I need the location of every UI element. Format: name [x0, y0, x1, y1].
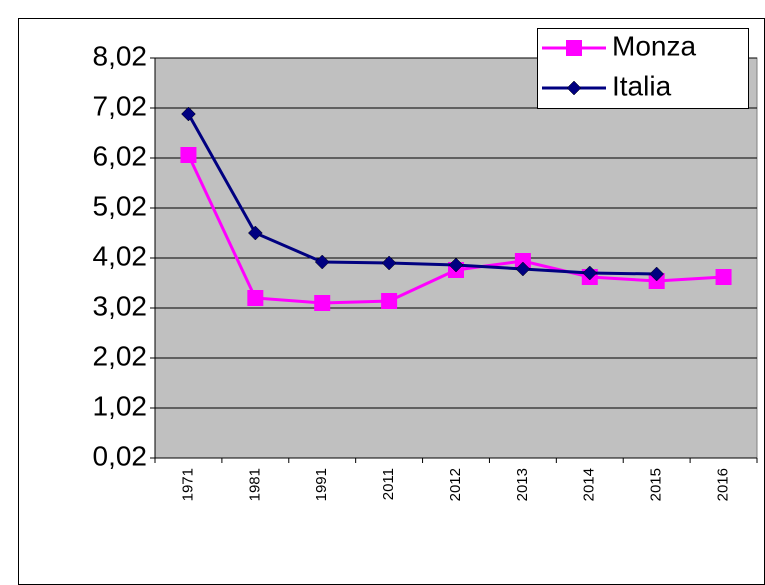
y-tick-label: 2,02 [93, 340, 148, 371]
data-point [448, 257, 464, 273]
y-tick-label: 6,02 [93, 140, 148, 171]
y-tick-label: 8,02 [93, 40, 148, 71]
y-tick-label: 5,02 [93, 190, 148, 221]
x-tick-label: 1991 [313, 468, 330, 501]
y-tick-label: 3,02 [93, 290, 148, 321]
data-point [649, 266, 665, 282]
data-point [381, 293, 398, 309]
data-point [582, 265, 598, 281]
data-point [247, 290, 264, 306]
x-tick-label: 2013 [514, 468, 531, 501]
data-point [247, 225, 263, 241]
x-tick-label: 2012 [447, 468, 464, 501]
y-tick-label: 4,02 [93, 240, 148, 271]
legend-label: Italia [612, 70, 672, 101]
data-point [515, 261, 531, 277]
data-point [514, 253, 531, 269]
y-tick-label: 7,02 [93, 90, 148, 121]
y-tick-label: 1,02 [93, 390, 148, 421]
x-tick-label: 2015 [648, 468, 665, 501]
legend-marker [566, 40, 582, 56]
data-point [181, 106, 196, 122]
data-point [715, 269, 732, 285]
series-line [187, 113, 657, 276]
x-tick-label: 1971 [179, 468, 196, 501]
x-tick-label: 1981 [246, 468, 263, 501]
y-tick-label: 0,02 [93, 440, 148, 471]
x-tick-label: 2014 [581, 468, 598, 501]
data-point [381, 255, 397, 271]
legend-label: Monza [612, 30, 696, 61]
x-tick-label: 2011 [380, 468, 397, 500]
data-point [314, 254, 330, 270]
legend-marker [566, 80, 582, 96]
x-tick-label: 2016 [715, 468, 732, 501]
data-point [180, 147, 197, 163]
data-point [314, 295, 331, 311]
